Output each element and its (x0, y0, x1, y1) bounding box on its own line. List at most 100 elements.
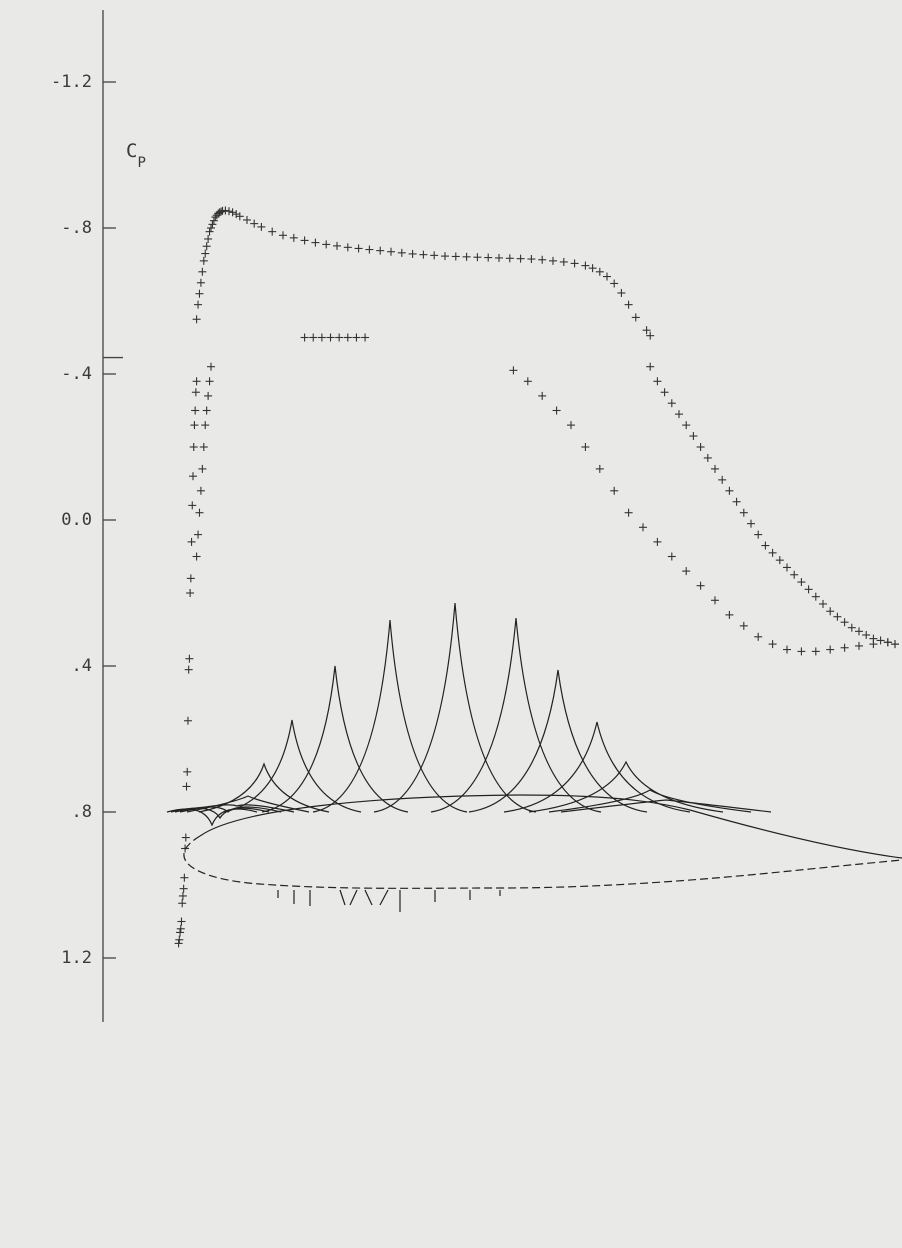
data-point (725, 486, 734, 495)
data-point (192, 552, 201, 561)
y-axis-label-subscript: P (137, 155, 145, 171)
data-point (855, 627, 863, 636)
data-point (559, 257, 568, 266)
data-point (811, 592, 820, 601)
data-point (505, 254, 514, 263)
data-point (176, 924, 185, 933)
y-tick-label: 1.2 (61, 948, 92, 968)
data-point (180, 873, 189, 882)
pressure-wave-cusp (261, 665, 409, 813)
data-point (279, 231, 287, 240)
data-point (624, 508, 633, 517)
pressure-wave-cusp (430, 617, 602, 813)
pressure-wave-cusp (560, 799, 772, 813)
data-point (196, 278, 205, 287)
data-point (754, 632, 763, 641)
data-point (696, 581, 705, 590)
data-point (196, 486, 205, 495)
y-tick-label: -1.2 (51, 72, 92, 92)
data-point (833, 612, 842, 621)
data-point (667, 399, 676, 408)
data-point (335, 333, 344, 342)
data-point (703, 453, 712, 462)
data-point (209, 216, 218, 225)
data-point (891, 640, 899, 649)
data-point (182, 782, 191, 791)
data-point (682, 567, 691, 576)
pressure-wave-cusp (548, 789, 752, 813)
data-point (739, 508, 748, 517)
data-point (181, 844, 190, 853)
data-point (610, 486, 619, 495)
data-point (732, 497, 741, 506)
data-point (207, 362, 215, 371)
data-point (883, 638, 892, 647)
data-point (797, 578, 806, 587)
pressure-wave-cusp (179, 804, 295, 813)
data-point (516, 254, 525, 263)
y-tick-label: -.8 (61, 218, 92, 238)
data-point (194, 300, 203, 309)
data-point (538, 391, 547, 400)
data-point (217, 207, 226, 216)
data-point (397, 248, 406, 257)
data-point (300, 236, 309, 245)
data-point (235, 212, 244, 221)
data-point (199, 256, 208, 265)
data-point (660, 388, 669, 397)
y-axis-label-main: C (126, 140, 137, 162)
y-tick-label: -.4 (61, 364, 92, 384)
data-point (783, 563, 791, 572)
lower-surface-mark (364, 889, 373, 906)
data-point (322, 240, 331, 249)
data-point (484, 253, 493, 262)
data-point (343, 243, 352, 252)
data-point (376, 246, 385, 255)
data-point (204, 234, 213, 243)
data-point (768, 548, 777, 557)
data-points (174, 206, 899, 948)
data-point (646, 331, 655, 340)
data-point (387, 247, 395, 256)
data-point (646, 362, 655, 371)
data-point (243, 215, 251, 224)
data-point (268, 227, 277, 236)
data-point (538, 255, 547, 264)
data-point (473, 253, 482, 262)
data-point (179, 884, 188, 893)
data-point (527, 255, 536, 264)
data-point (552, 406, 561, 415)
data-point (185, 654, 194, 663)
data-point (333, 241, 341, 250)
data-point (639, 523, 647, 532)
data-point (352, 333, 361, 342)
data-point (194, 530, 203, 539)
data-point (365, 245, 374, 254)
data-point (840, 618, 849, 627)
data-point (840, 643, 849, 652)
data-point (667, 552, 676, 561)
data-point (617, 288, 626, 297)
data-point (257, 222, 266, 231)
data-point (581, 443, 590, 451)
data-point (567, 421, 575, 430)
pressure-wave-cusp (186, 795, 310, 813)
y-axis-label: CP (126, 140, 146, 171)
data-point (462, 252, 471, 261)
data-point (183, 716, 192, 725)
data-point (862, 630, 871, 639)
data-point (826, 607, 835, 616)
data-point (718, 475, 727, 484)
airfoil-lower-surface (183, 835, 902, 889)
data-point (289, 233, 298, 242)
data-point (682, 421, 691, 430)
data-point (181, 833, 190, 842)
data-point (208, 220, 217, 229)
data-point (430, 251, 439, 260)
data-point (689, 432, 698, 441)
data-point (768, 640, 777, 649)
data-point (192, 377, 201, 386)
data-point (300, 333, 309, 342)
data-point (225, 207, 233, 216)
data-point (624, 300, 633, 309)
